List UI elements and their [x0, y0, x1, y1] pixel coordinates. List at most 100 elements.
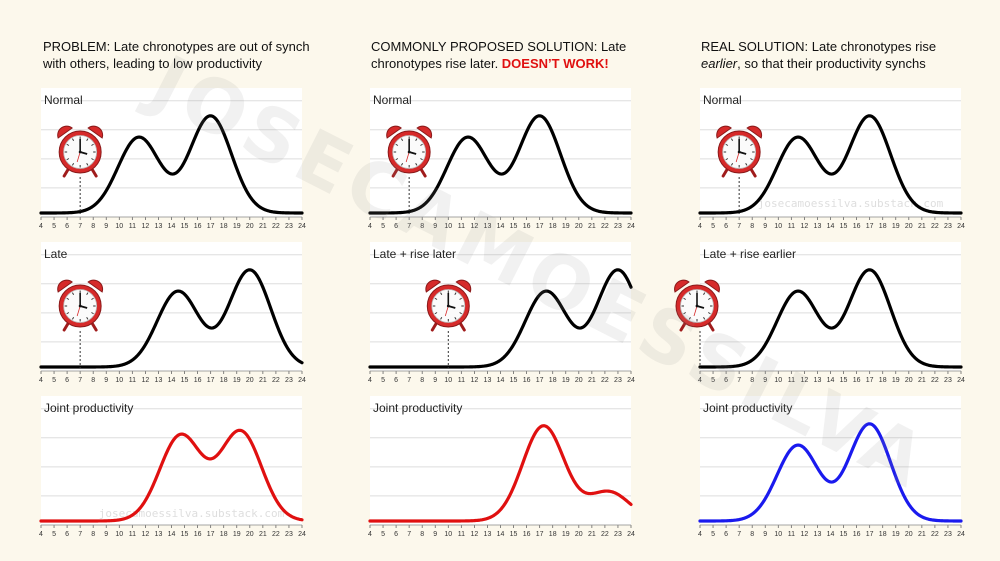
- x-tick-label: 14: [827, 377, 835, 384]
- x-tick-label: 9: [433, 223, 437, 230]
- x-tick-label: 22: [272, 531, 280, 538]
- x-tick-label: 14: [497, 223, 505, 230]
- site-watermark: josecamoessilva.substack.com: [758, 197, 944, 210]
- x-tick-label: 17: [207, 531, 215, 538]
- x-tick-label: 5: [381, 531, 385, 538]
- x-tick-label: 14: [497, 377, 505, 384]
- x-tick-label: 18: [220, 377, 228, 384]
- x-tick-label: 17: [536, 531, 544, 538]
- x-tick-label: 5: [381, 377, 385, 384]
- x-tick-label: 22: [931, 223, 939, 230]
- alarm-clock-icon: [674, 279, 720, 332]
- chart-title: Late + rise later: [373, 247, 456, 261]
- plot-background: [700, 396, 961, 525]
- x-tick-label: 20: [905, 377, 913, 384]
- x-tick-label: 13: [814, 531, 822, 538]
- x-tick-label: 20: [575, 531, 583, 538]
- x-tick-label: 24: [627, 531, 635, 538]
- x-tick-label: 21: [918, 377, 926, 384]
- chart-panel: 4 5 6 7 8 9 10 11 12 13 14 15 16 17 18 19 20 21 22 23 24 Late…: [674, 242, 965, 384]
- title-part: REAL SOLUTION: Late chronotypes rise: [701, 39, 937, 54]
- x-tick-label: 18: [220, 223, 228, 230]
- x-tick-label: 14: [168, 377, 176, 384]
- x-tick-label: 23: [285, 223, 293, 230]
- x-tick-label: 4: [698, 377, 702, 384]
- x-tick-label: 15: [181, 223, 189, 230]
- x-tick-label: 14: [827, 531, 835, 538]
- chart-panel: 4 5 6 7 8 9 10 11 12 13 14 15 16 17 18 19 20 21 22 23 24 Join…: [698, 396, 965, 538]
- x-tick-label: 21: [588, 531, 596, 538]
- x-tick-label: 7: [78, 377, 82, 384]
- x-tick-label: 7: [407, 223, 411, 230]
- chart-panel: 4 5 6 7 8 9 10 11 12 13 14 15 16 17 18 19 20 21 22 23 24 Late…: [368, 242, 635, 384]
- x-tick-label: 18: [549, 531, 557, 538]
- x-tick-label: 17: [207, 377, 215, 384]
- x-tick-label: 19: [892, 377, 900, 384]
- x-tick-label: 19: [892, 223, 900, 230]
- x-tick-label: 11: [458, 377, 465, 384]
- series-line: [698, 114, 963, 215]
- x-tick-label: 11: [788, 531, 795, 538]
- x-tick-label: 9: [104, 377, 108, 384]
- x-tick-label: 4: [39, 377, 43, 384]
- x-tick-label: 11: [129, 531, 136, 538]
- x-tick-label: 24: [298, 223, 306, 230]
- x-tick-label: 12: [801, 223, 809, 230]
- x-tick-label: 22: [601, 531, 609, 538]
- x-tick-label: 12: [142, 531, 150, 538]
- title-part: COMMONLY PROPOSED SOLUTION: Late chronot…: [371, 39, 627, 71]
- column-title-real-solution: REAL SOLUTION: Late chronotypes rise ear…: [701, 38, 971, 72]
- x-tick-label: 17: [536, 377, 544, 384]
- x-tick-label: 22: [601, 377, 609, 384]
- x-tick-label: 11: [458, 531, 465, 538]
- x-tick-label: 15: [840, 377, 848, 384]
- x-tick-label: 7: [407, 531, 411, 538]
- x-tick-label: 16: [853, 531, 861, 538]
- x-tick-label: 19: [562, 377, 570, 384]
- x-tick-label: 13: [155, 223, 163, 230]
- x-tick-label: 6: [65, 223, 69, 230]
- x-tick-label: 21: [588, 377, 596, 384]
- x-tick-label: 20: [575, 377, 583, 384]
- x-tick-label: 16: [194, 223, 202, 230]
- alarm-clock-icon: [57, 279, 104, 332]
- x-tick-label: 13: [814, 377, 822, 384]
- x-tick-label: 10: [774, 377, 782, 384]
- chart-title: Late: [44, 247, 68, 261]
- x-tick-label: 15: [840, 531, 848, 538]
- x-tick-label: 9: [433, 531, 437, 538]
- title-part: earlier: [701, 56, 738, 71]
- plot-background: [370, 396, 631, 525]
- x-tick-label: 21: [918, 531, 926, 538]
- series-line: [368, 424, 633, 523]
- x-tick-label: 10: [444, 531, 452, 538]
- x-tick-label: 14: [497, 531, 505, 538]
- x-tick-label: 12: [471, 531, 479, 538]
- x-tick-label: 12: [801, 531, 809, 538]
- chart-title: Normal: [44, 93, 83, 107]
- x-tick-label: 8: [420, 531, 424, 538]
- x-tick-label: 9: [104, 223, 108, 230]
- x-tick-label: 8: [420, 377, 424, 384]
- x-tick-label: 23: [944, 223, 952, 230]
- x-tick-label: 15: [510, 531, 518, 538]
- title-part: PROBLEM: Late chronotypes are out of syn…: [43, 39, 310, 71]
- alarm-clock-icon: [386, 125, 433, 178]
- x-tick-label: 9: [433, 377, 437, 384]
- x-tick-label: 7: [737, 531, 741, 538]
- title-part: DOESN’T WORK!: [501, 56, 609, 71]
- x-tick-label: 16: [853, 377, 861, 384]
- x-tick-label: 18: [879, 223, 887, 230]
- x-tick-label: 13: [484, 223, 492, 230]
- x-tick-label: 11: [129, 223, 136, 230]
- chart-title: Joint productivity: [373, 401, 462, 415]
- x-tick-label: 20: [575, 223, 583, 230]
- x-tick-label: 7: [407, 377, 411, 384]
- x-tick-label: 12: [142, 377, 150, 384]
- chart-panel: 4 5 6 7 8 9 10 11 12 13 14 15 16 17 18 19 20 21 22 23 24 Norm…: [698, 88, 965, 230]
- series-line: [368, 114, 633, 215]
- x-tick-label: 6: [724, 377, 728, 384]
- x-tick-label: 7: [737, 377, 741, 384]
- x-tick-label: 23: [614, 377, 622, 384]
- x-tick-label: 9: [763, 377, 767, 384]
